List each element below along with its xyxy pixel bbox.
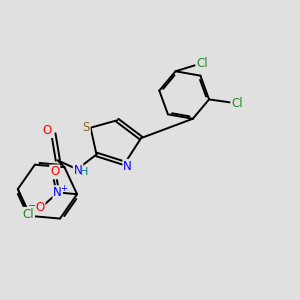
- Text: Cl: Cl: [22, 208, 34, 221]
- Text: O: O: [43, 124, 52, 137]
- Text: H: H: [80, 167, 88, 177]
- Text: Cl: Cl: [196, 57, 208, 70]
- Text: −: −: [28, 201, 37, 211]
- Text: O: O: [35, 201, 44, 214]
- Text: Cl: Cl: [232, 98, 243, 110]
- Text: N: N: [53, 186, 62, 199]
- Text: S: S: [82, 121, 90, 134]
- Text: N: N: [123, 160, 132, 173]
- Text: N: N: [74, 164, 82, 177]
- Text: O: O: [50, 165, 59, 178]
- Text: +: +: [60, 184, 67, 193]
